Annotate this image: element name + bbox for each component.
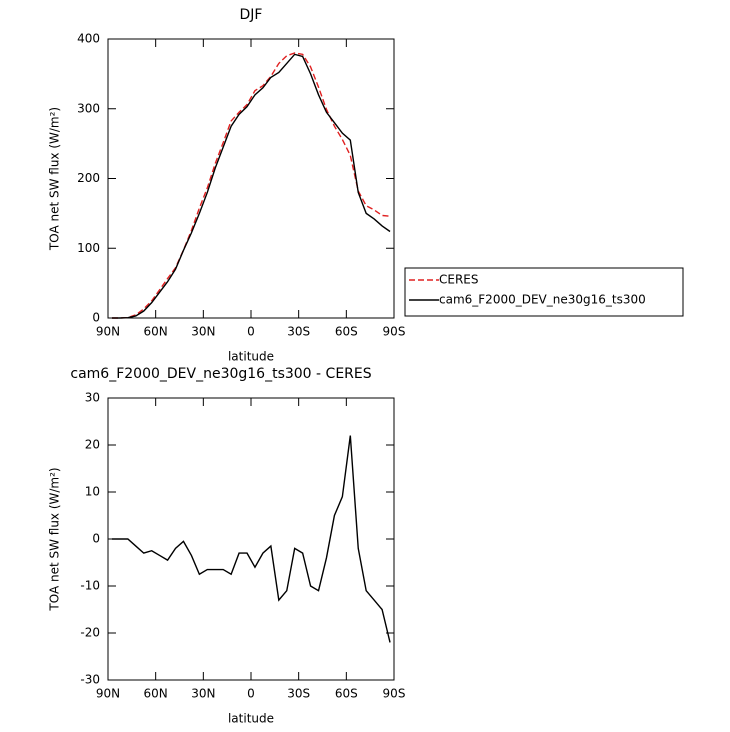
y-axis-label: TOA net SW flux (W/m²) xyxy=(48,107,62,251)
y-tick-label: 200 xyxy=(77,171,100,185)
legend-label: CERES xyxy=(439,273,479,287)
y-axis-label: TOA net SW flux (W/m²) xyxy=(48,467,62,611)
y-tick-label: 300 xyxy=(77,101,100,115)
data-line xyxy=(111,53,391,319)
x-tick-label: 90N xyxy=(96,325,120,339)
x-axis-label: latitude xyxy=(228,350,274,364)
x-tick-label: 0 xyxy=(247,687,255,701)
y-tick-label: 30 xyxy=(85,391,100,405)
x-tick-label: 30N xyxy=(191,325,215,339)
y-tick-label: 0 xyxy=(92,311,100,325)
y-tick-label: 20 xyxy=(85,438,100,452)
y-tick-label: 400 xyxy=(77,32,100,46)
chart-title: cam6_F2000_DEV_ne30g16_ts300 - CERES xyxy=(70,366,371,382)
x-tick-label: 90N xyxy=(96,687,120,701)
x-tick-label: 30S xyxy=(287,687,310,701)
x-tick-label: 90S xyxy=(383,687,406,701)
data-line xyxy=(111,52,391,319)
data-line xyxy=(111,435,391,643)
x-tick-label: 60N xyxy=(144,687,168,701)
y-tick-label: 10 xyxy=(85,485,100,499)
x-tick-label: 60N xyxy=(144,325,168,339)
x-tick-label: 30S xyxy=(287,325,310,339)
x-tick-label: 30N xyxy=(191,687,215,701)
y-tick-label: -10 xyxy=(80,579,100,593)
legend-box xyxy=(404,267,684,317)
y-tick-label: -20 xyxy=(80,626,100,640)
x-axis-label: latitude xyxy=(228,712,274,726)
chart-title: DJF xyxy=(240,7,263,23)
x-tick-label: 90S xyxy=(383,325,406,339)
x-tick-label: 0 xyxy=(247,325,255,339)
x-tick-label: 60S xyxy=(335,325,358,339)
y-tick-label: 0 xyxy=(92,532,100,546)
legend-label: cam6_F2000_DEV_ne30g16_ts300 xyxy=(439,293,646,307)
y-tick-label: 100 xyxy=(77,241,100,255)
y-tick-label: -30 xyxy=(80,673,100,687)
plot-frame xyxy=(107,38,395,319)
x-tick-label: 60S xyxy=(335,687,358,701)
